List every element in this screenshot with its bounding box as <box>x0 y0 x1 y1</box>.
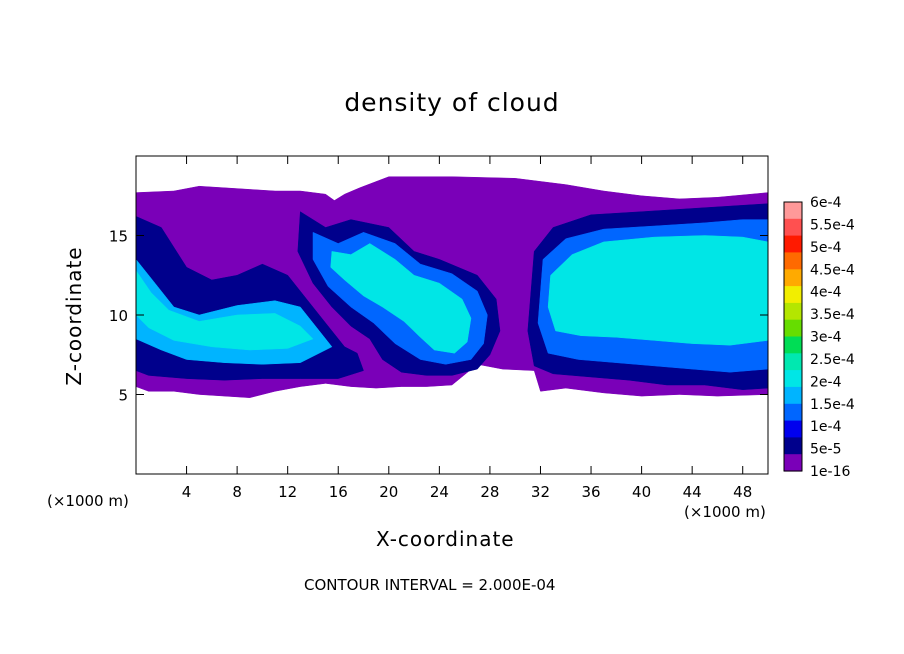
colorbar-label: 1e-4 <box>810 419 842 435</box>
colorbar-label: 3e-4 <box>810 330 842 346</box>
contour-interval-note: CONTOUR INTERVAL = 2.000E-04 <box>304 576 556 594</box>
x-unit-right: (×1000 m) <box>684 503 766 521</box>
colorbar-swatch <box>784 420 802 438</box>
colorbar-label: 2e-4 <box>810 374 842 390</box>
colorbar-swatch <box>784 202 802 220</box>
colorbar-swatch <box>784 252 802 270</box>
colorbar-swatch <box>784 319 802 338</box>
colorbar-frame <box>783 201 803 472</box>
colorbar-swatch <box>784 403 802 422</box>
x-tick-label: 20 <box>379 483 398 501</box>
x-tick-label: 48 <box>733 483 752 501</box>
colorbar: 6e-4 5.5e-4 5e-4 4.5e-4 4e-4 3.5e-4 3e-4 2.5e-4… <box>783 195 855 480</box>
colorbar-label: 5e-4 <box>810 240 842 256</box>
x-axis-label: X-coordinate <box>376 527 515 551</box>
colorbar-label: 4e-4 <box>810 285 842 301</box>
colorbar-swatch <box>784 336 802 354</box>
colorbar-label: 3.5e-4 <box>810 307 855 323</box>
x-tick-label: 16 <box>329 483 348 501</box>
colorbar-label: 4.5e-4 <box>810 262 855 278</box>
x-tick-label: 24 <box>430 483 449 501</box>
x-tick-label: 12 <box>278 483 297 501</box>
colorbar-label: 5e-5 <box>810 442 841 458</box>
colorbar-label: 2.5e-4 <box>810 352 855 368</box>
colorbar-swatch <box>784 370 802 388</box>
colorbar-swatch <box>784 302 802 321</box>
colorbar-label: 1e-16 <box>810 464 850 480</box>
y-axis-ticks: 5 10 15 <box>109 228 768 405</box>
y-tick-label: 15 <box>109 228 128 246</box>
x-tick-label: 32 <box>531 483 550 501</box>
contour-region-central-plume-core <box>330 243 472 354</box>
colorbar-swatch <box>784 218 802 237</box>
contour-region-left-cell-core <box>135 270 314 351</box>
y-tick-label: 5 <box>118 387 128 405</box>
colorbar-swatch <box>784 386 802 405</box>
contour-region-right-cell-core <box>547 235 769 346</box>
x-axis-ticks: 4 8 12 16 20 24 28 32 36 40 44 48 <box>182 156 752 501</box>
x-tick-label: 36 <box>581 483 600 501</box>
chart-title: density of cloud <box>344 88 560 117</box>
x-tick-label: 44 <box>683 483 702 501</box>
x-tick-label: 40 <box>632 483 651 501</box>
colorbar-swatch <box>784 353 802 371</box>
x-tick-label: 28 <box>480 483 499 501</box>
x-tick-label: 4 <box>182 483 192 501</box>
colorbar-swatch <box>784 454 802 472</box>
colorbar-swatch <box>784 437 802 455</box>
colorbar-label: 1.5e-4 <box>810 397 855 413</box>
x-tick-label: 8 <box>232 483 242 501</box>
colorbar-label: 5.5e-4 <box>810 217 855 233</box>
y-tick-label: 10 <box>109 307 128 325</box>
colorbar-swatch <box>784 286 802 304</box>
cloud-density-field <box>135 176 769 398</box>
colorbar-swatch <box>784 269 802 287</box>
colorbar-label: 6e-4 <box>810 195 842 211</box>
colorbar-swatch <box>784 235 802 253</box>
x-unit-left: (×1000 m) <box>47 492 129 510</box>
y-axis-label: Z-coordinate <box>62 246 86 386</box>
